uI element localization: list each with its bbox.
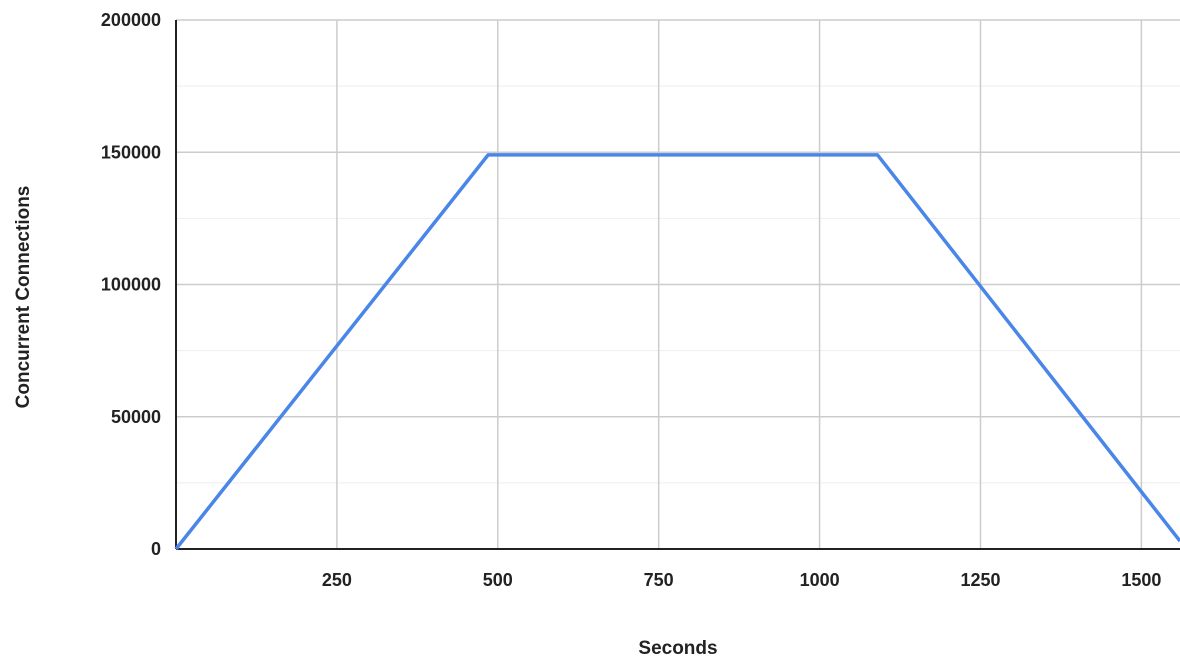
minor-gridlines bbox=[176, 85, 1180, 484]
y-axis-title: Concurrent Connections bbox=[13, 186, 34, 409]
y-tick-label: 0 bbox=[151, 539, 161, 559]
axes bbox=[175, 20, 1180, 550]
y-tick-label: 50000 bbox=[111, 407, 161, 427]
series-line bbox=[174, 153, 1180, 551]
y-tick-label: 100000 bbox=[101, 275, 161, 295]
x-tick-label: 250 bbox=[322, 570, 352, 590]
x-tick-label: 1500 bbox=[1121, 570, 1161, 590]
y-tick-labels: 0 50000 100000 150000 200000 bbox=[101, 10, 161, 559]
series-layer bbox=[174, 153, 1180, 551]
y-tick-label: 150000 bbox=[101, 142, 161, 162]
x-axis-title: Seconds bbox=[638, 638, 717, 659]
x-tick-label: 500 bbox=[483, 570, 513, 590]
x-tick-label: 1250 bbox=[960, 570, 1000, 590]
x-tick-labels: 250 500 750 1000 1250 1500 bbox=[322, 570, 1162, 590]
major-gridlines bbox=[176, 19, 1180, 549]
x-tick-label: 750 bbox=[644, 570, 674, 590]
y-tick-label: 200000 bbox=[101, 10, 161, 30]
x-tick-label: 1000 bbox=[800, 570, 840, 590]
